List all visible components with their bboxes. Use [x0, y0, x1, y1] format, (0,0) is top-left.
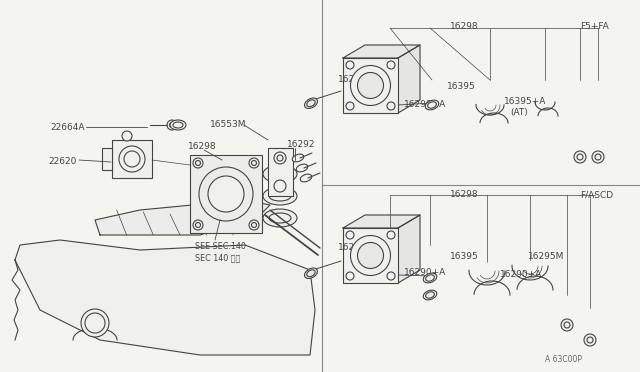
Circle shape — [584, 334, 596, 346]
Text: 16290+A: 16290+A — [404, 100, 446, 109]
Circle shape — [346, 272, 354, 280]
Circle shape — [358, 243, 383, 269]
Circle shape — [274, 180, 286, 192]
Circle shape — [387, 102, 395, 110]
Text: 16298: 16298 — [188, 142, 216, 151]
Ellipse shape — [263, 209, 297, 227]
Circle shape — [119, 146, 145, 172]
Text: (AT): (AT) — [510, 108, 528, 117]
Ellipse shape — [305, 98, 317, 109]
Circle shape — [122, 131, 132, 141]
Circle shape — [193, 158, 203, 168]
Ellipse shape — [296, 164, 308, 172]
Ellipse shape — [269, 191, 291, 201]
Ellipse shape — [300, 174, 312, 182]
Circle shape — [351, 235, 390, 276]
Text: A 63C00P: A 63C00P — [545, 355, 582, 364]
Circle shape — [387, 231, 395, 239]
Circle shape — [592, 151, 604, 163]
Circle shape — [387, 272, 395, 280]
Text: 16298: 16298 — [450, 190, 479, 199]
Circle shape — [346, 231, 354, 239]
Circle shape — [208, 176, 244, 212]
Circle shape — [193, 220, 203, 230]
Ellipse shape — [269, 213, 291, 223]
Circle shape — [351, 65, 390, 106]
Ellipse shape — [292, 154, 304, 162]
Text: SEC 140 参照: SEC 140 参照 — [195, 253, 240, 262]
Text: 16553M: 16553M — [210, 120, 246, 129]
Circle shape — [249, 158, 259, 168]
Ellipse shape — [425, 100, 439, 110]
Text: 16292: 16292 — [287, 140, 316, 149]
Bar — [190, 155, 262, 233]
Circle shape — [274, 152, 286, 164]
Polygon shape — [95, 200, 270, 235]
Circle shape — [387, 61, 395, 69]
Circle shape — [346, 102, 354, 110]
Circle shape — [574, 151, 586, 163]
Polygon shape — [398, 45, 420, 113]
Circle shape — [249, 220, 259, 230]
Bar — [112, 140, 152, 178]
Ellipse shape — [423, 290, 436, 300]
Bar — [102, 148, 112, 170]
Circle shape — [346, 61, 354, 69]
Text: 22664A: 22664A — [50, 123, 84, 132]
Bar — [343, 228, 398, 283]
Text: 16395: 16395 — [447, 82, 476, 91]
Ellipse shape — [263, 187, 297, 205]
Polygon shape — [398, 215, 420, 283]
Text: 16395: 16395 — [450, 252, 479, 261]
Circle shape — [561, 319, 573, 331]
Ellipse shape — [423, 273, 436, 283]
Text: 16295M: 16295M — [528, 252, 564, 261]
Text: 16290+A: 16290+A — [404, 268, 446, 277]
Text: 22620: 22620 — [48, 157, 76, 166]
Text: 16298: 16298 — [450, 22, 479, 31]
Circle shape — [81, 309, 109, 337]
Circle shape — [167, 120, 177, 130]
Text: 16395+A: 16395+A — [504, 97, 547, 106]
Ellipse shape — [305, 268, 317, 279]
Polygon shape — [343, 215, 420, 228]
Bar — [268, 148, 293, 196]
Text: F/ASCD: F/ASCD — [580, 190, 613, 199]
Text: 16290: 16290 — [338, 243, 367, 252]
Circle shape — [199, 167, 253, 221]
Text: 16290: 16290 — [338, 75, 367, 84]
Text: 16290+A: 16290+A — [500, 270, 542, 279]
Bar — [343, 58, 398, 113]
Circle shape — [358, 73, 383, 99]
Polygon shape — [15, 240, 315, 355]
Ellipse shape — [269, 169, 291, 179]
Ellipse shape — [263, 165, 297, 183]
Ellipse shape — [170, 120, 186, 130]
Text: SEE SEC.140: SEE SEC.140 — [195, 242, 246, 251]
Polygon shape — [343, 45, 420, 58]
Text: F5+FA: F5+FA — [580, 22, 609, 31]
